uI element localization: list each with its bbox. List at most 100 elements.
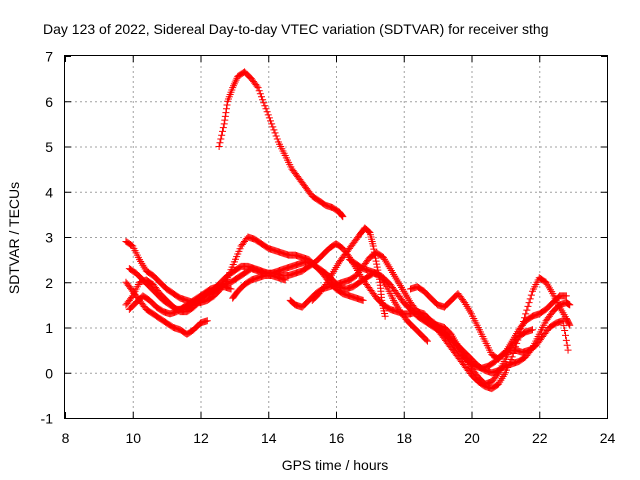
data-point (267, 117, 275, 125)
data-point (563, 341, 571, 349)
data-point (527, 291, 535, 299)
data-point (565, 320, 573, 328)
data-point (562, 331, 570, 339)
data-points (122, 68, 574, 393)
data-point (364, 227, 372, 235)
data-point (339, 213, 347, 221)
data-point (559, 317, 567, 325)
data-point (561, 327, 569, 335)
y-tick-label: 7 (45, 49, 53, 65)
data-point (261, 102, 269, 110)
data-point (281, 276, 289, 284)
y-tick-label: 1 (45, 320, 53, 336)
plot-frame (64, 55, 608, 419)
data-point (372, 254, 380, 262)
data-point (263, 108, 271, 116)
data-point (370, 245, 378, 253)
data-point (422, 336, 430, 344)
data-point (526, 295, 534, 303)
y-tick-label: 4 (45, 184, 53, 200)
data-point (222, 109, 230, 117)
series-arc-6 (125, 283, 235, 318)
data-point (255, 87, 263, 95)
data-point (562, 336, 570, 344)
data-point (219, 127, 227, 135)
data-point (262, 105, 270, 113)
data-point (254, 84, 262, 92)
data-point (522, 310, 530, 318)
series-arc-1 (215, 68, 347, 221)
data-point (218, 131, 226, 139)
data-point (566, 301, 574, 309)
data-point (371, 251, 379, 259)
data-point (273, 135, 281, 143)
y-tick-label: 6 (45, 94, 53, 110)
series-arc-3 (122, 278, 211, 338)
y-tick-label: 5 (45, 139, 53, 155)
data-point (128, 293, 136, 301)
data-point (216, 139, 224, 147)
data-point (223, 101, 231, 109)
data-point (221, 112, 229, 120)
chart-title: Day 123 of 2022, Sidereal Day-to-day VTE… (43, 21, 549, 37)
series-arc-11 (407, 283, 570, 363)
data-point (373, 263, 381, 271)
data-point (203, 317, 211, 325)
data-point (370, 248, 378, 256)
data-point (524, 302, 532, 310)
x-tick-label: 18 (396, 430, 412, 446)
series-arc-9 (308, 224, 389, 320)
data-point (265, 114, 273, 122)
data-point (359, 296, 367, 304)
x-tick-label: 16 (329, 430, 345, 446)
data-point (381, 312, 389, 320)
data-point (215, 143, 223, 150)
data-point (523, 306, 531, 314)
data-point (253, 82, 261, 90)
x-tick-label: 20 (464, 430, 480, 446)
y-axis-title: SDTVAR / TECUs (6, 182, 22, 294)
data-point (257, 93, 265, 101)
data-point (372, 257, 380, 265)
data-point (272, 132, 280, 140)
data-point (259, 96, 267, 104)
data-point (220, 120, 228, 128)
grid (65, 56, 607, 418)
data-point (221, 116, 229, 124)
data-point (264, 111, 272, 119)
y-tick-label: 2 (45, 275, 53, 291)
y-tick-label: 0 (45, 365, 53, 381)
data-point (219, 124, 227, 132)
data-point (269, 123, 277, 131)
data-point (268, 120, 276, 128)
data-point (217, 135, 225, 143)
data-point (373, 260, 381, 268)
data-point (270, 126, 278, 134)
data-point (423, 337, 431, 345)
data-point (271, 129, 279, 137)
series-arc-10 (346, 256, 574, 377)
x-tick-label: 22 (532, 430, 548, 446)
data-point (256, 90, 264, 98)
x-tick-label: 10 (125, 430, 141, 446)
y-tick-label: 3 (45, 230, 53, 246)
data-point (365, 228, 373, 236)
data-point (528, 326, 536, 334)
data-point (564, 346, 572, 354)
data-point (369, 242, 377, 250)
data-point (560, 322, 568, 330)
data-point (562, 292, 570, 300)
series-arc-7 (229, 271, 289, 302)
data-point (260, 99, 268, 107)
y-tick-labels: -1 0 1 2 3 4 5 6 7 (41, 49, 54, 427)
x-tick-labels: 8 10 12 14 16 18 20 22 24 (62, 430, 616, 446)
data-point (227, 285, 235, 293)
x-tick-label: 14 (261, 430, 277, 446)
data-point (222, 105, 230, 113)
series-arc-12 (423, 314, 572, 372)
x-tick-label: 8 (62, 430, 70, 446)
x-axis-title: GPS time / hours (282, 457, 389, 473)
y-tick-label: -1 (41, 411, 54, 427)
data-point (338, 211, 346, 219)
